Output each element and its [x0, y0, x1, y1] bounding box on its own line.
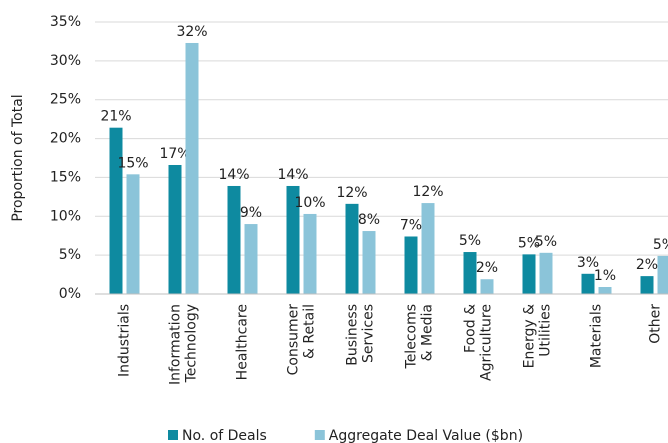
bar [227, 185, 241, 294]
data-label: 15% [117, 155, 148, 171]
data-label: 32% [176, 24, 207, 40]
data-label: 1% [594, 268, 616, 284]
bar [421, 203, 435, 294]
legend-swatch [168, 430, 178, 440]
data-label: 2% [476, 260, 498, 276]
y-tick-label: 10% [50, 208, 81, 224]
y-tick-label: 20% [50, 131, 81, 147]
data-label: 14% [277, 167, 308, 183]
data-label: 17% [159, 146, 190, 162]
bar [404, 236, 418, 294]
bar [362, 231, 376, 294]
data-label: 12% [412, 184, 443, 200]
bar [286, 185, 300, 294]
legend-swatch [314, 430, 325, 440]
x-tick-label: Healthcare [235, 304, 251, 380]
data-label: 5% [459, 233, 481, 249]
y-tick-label: 35% [50, 14, 81, 30]
x-tick-label: Other [648, 304, 664, 344]
bar [303, 213, 317, 294]
y-tick-label: 15% [50, 169, 81, 185]
bar [185, 42, 199, 295]
bar [598, 287, 612, 294]
y-tick-label: 30% [50, 53, 81, 69]
bar [126, 174, 140, 294]
bar [522, 254, 536, 294]
legend-label: Aggregate Deal Value ($bn) [329, 428, 523, 443]
x-tick-label: Consumer& Retail [286, 304, 318, 376]
bar [109, 127, 123, 294]
data-label: 10% [294, 195, 325, 211]
y-tick-label: 5% [59, 247, 81, 263]
x-tick-label: Energy &Utilities [522, 304, 554, 368]
bar [480, 279, 494, 294]
bar [640, 276, 654, 294]
data-label: 9% [240, 205, 262, 221]
y-tick-label: 0% [59, 286, 81, 302]
x-tick-label: Telecoms& Media [404, 304, 436, 369]
bar [244, 224, 258, 294]
data-label: 5% [518, 235, 540, 251]
data-label: 14% [218, 167, 249, 183]
bar [168, 164, 182, 294]
x-tick-label: InformationTechnology [168, 304, 200, 385]
bar [345, 203, 359, 294]
bar [581, 273, 595, 294]
data-label: 2% [636, 257, 658, 273]
data-label: 5% [653, 237, 668, 253]
data-label: 12% [336, 185, 367, 201]
data-label: 5% [535, 234, 557, 250]
y-axis-title: Proportion of Total [10, 94, 26, 221]
data-label: 3% [577, 255, 599, 271]
legend-label: No. of Deals [182, 428, 267, 443]
bar [463, 252, 477, 294]
y-tick-label: 25% [50, 92, 81, 108]
data-label: 8% [358, 212, 380, 228]
x-tick-label: Food &Agriculture [463, 304, 495, 381]
x-tick-label: BusinessServices [345, 304, 377, 366]
data-label: 7% [400, 217, 422, 233]
x-tick-label: Materials [589, 304, 605, 368]
data-label: 21% [100, 109, 131, 125]
x-tick-label: Industrials [117, 304, 133, 377]
bar [539, 252, 553, 294]
bar [657, 255, 668, 294]
